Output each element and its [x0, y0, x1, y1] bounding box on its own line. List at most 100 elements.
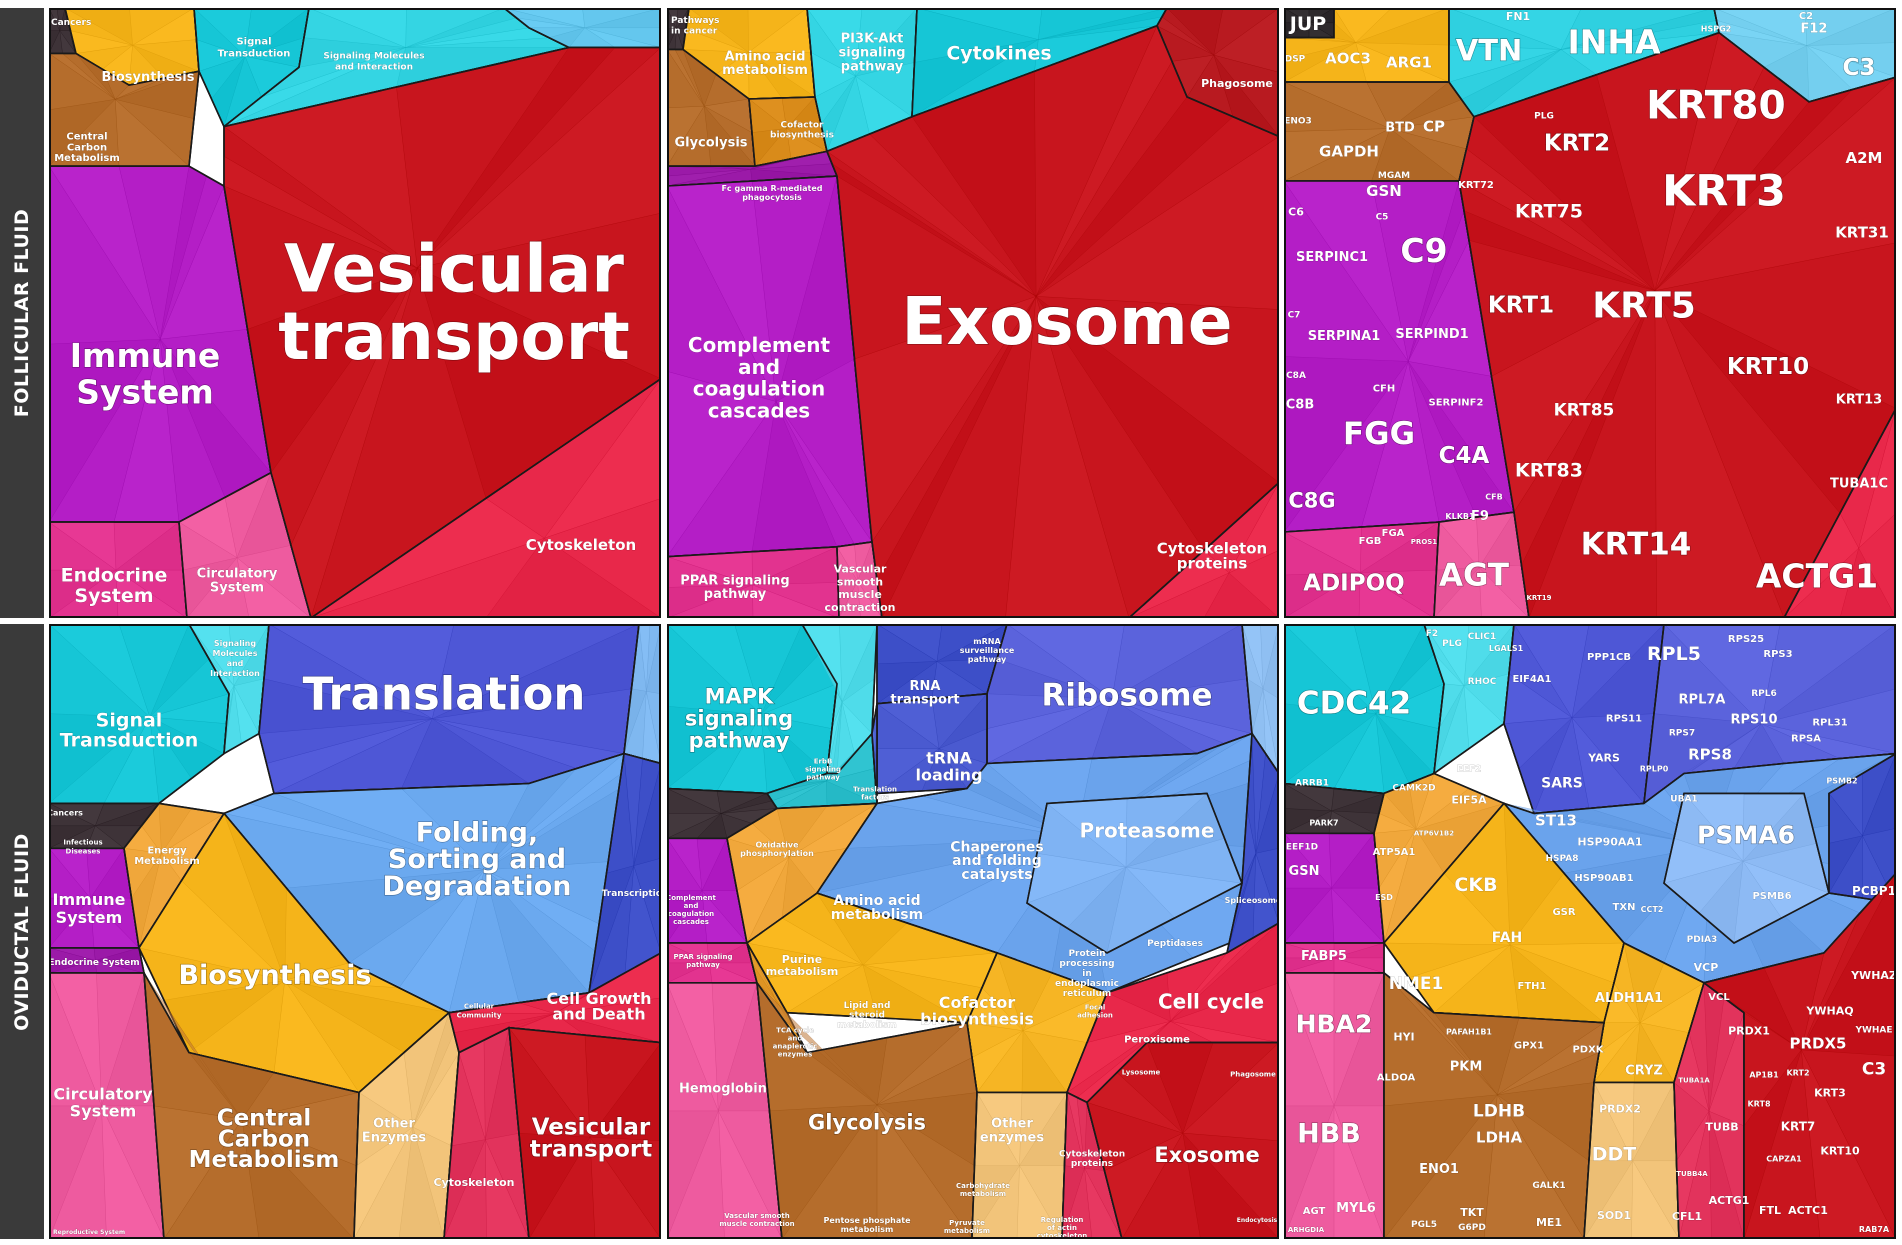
- label-infectious-2: Diseases: [66, 847, 101, 855]
- label-serpina1: SERPINA1: [1308, 329, 1381, 344]
- label-ppar: PPAR signaling: [674, 953, 733, 961]
- subcell-ribosomal-proteins: [1663, 624, 1781, 725]
- label-cell-growth: Cell Growth: [547, 989, 652, 1008]
- panel-of-proteins: F2 PLG CLIC1 LGALS1 PPP1CB RPL5 RPS25 RPS3 RHOC E…: [1284, 624, 1896, 1239]
- label-vesicular-transport: Vesicular: [284, 231, 624, 308]
- label-amino-acid: Amino acid: [833, 893, 920, 909]
- label-rpl6: RPL6: [1751, 689, 1777, 699]
- label-immune: Immune: [53, 890, 126, 909]
- label-fth1: FTH1: [1518, 981, 1547, 992]
- label-f9: F9: [1471, 509, 1489, 524]
- subcell-other-enzymes: [398, 1127, 445, 1239]
- subcell-right-strip: [1241, 624, 1264, 689]
- region-outline-endocrine-system: [49, 521, 188, 618]
- label-krt85: KRT85: [1554, 400, 1615, 420]
- region-outline-adipoq: [1284, 521, 1440, 618]
- label-eef1d: EEF1D: [1286, 842, 1318, 852]
- label-cryz: CRYZ: [1625, 1064, 1663, 1079]
- subcell-signaling-molecules: [188, 624, 235, 687]
- subcell-pathways-in-cancer: [667, 8, 679, 29]
- label-signaling-molecules: Signaling Molecules: [323, 51, 424, 61]
- label-complement: Complement: [667, 894, 717, 902]
- label-yars: YARS: [1587, 752, 1620, 765]
- label-c2: C2: [1799, 11, 1813, 22]
- region-outline-hba2-hbb: [1284, 972, 1385, 1239]
- label-hba2: HBA2: [1296, 1010, 1373, 1039]
- label-protein-processing-3: in: [1082, 969, 1092, 979]
- label-prdx5: PRDX5: [1790, 1035, 1847, 1053]
- label-tca-2: and: [788, 1035, 803, 1043]
- subcell-glycolysis: [667, 105, 705, 167]
- label-inha: INHA: [1567, 23, 1661, 62]
- label-pi3k-akt: PI3K-Akt: [841, 32, 904, 47]
- subcell-adipoq: [1358, 572, 1435, 618]
- label-carbohydrate-2: metabolism: [960, 1190, 1006, 1198]
- subcell-agt: [1478, 566, 1530, 618]
- region-outline-vascular-smooth-muscle: [836, 540, 883, 618]
- region-outline-signaling-molecules: [188, 624, 270, 756]
- label-rab7a: RAB7A: [1859, 1225, 1890, 1234]
- label-amino-acid-2: metabolism: [722, 63, 808, 78]
- subcell-circulatory-system: [236, 557, 312, 618]
- label-c3: C3: [1843, 55, 1876, 81]
- label-eno3: ENO3: [1284, 117, 1312, 127]
- label-gapdh: GAPDH: [1319, 142, 1379, 160]
- label-regulation-3: cytoskeleton: [1037, 1232, 1088, 1239]
- label-serpinc1: SERPINC1: [1296, 250, 1368, 265]
- label-pgl5: PGL5: [1411, 1220, 1437, 1230]
- label-c5: C5: [1376, 213, 1389, 223]
- label-mapk-2: signaling: [685, 707, 793, 731]
- label-lipid: Lipid and: [844, 1001, 891, 1011]
- label-rna-transport: RNA: [910, 679, 941, 694]
- label-ppp1cb: PPP1CB: [1587, 652, 1631, 663]
- subcell-dark-small: [1284, 808, 1332, 834]
- label-cytoskeleton-proteins-2: proteins: [1071, 1159, 1113, 1169]
- label-hspa8: HSPA8: [1545, 854, 1578, 864]
- label-tca-4: enzymes: [778, 1051, 813, 1059]
- region-outline-agt: [1433, 511, 1530, 618]
- label-krt75: KRT75: [1515, 201, 1583, 223]
- label-chaperones-3: catalysts: [961, 867, 1032, 883]
- label-exosome: Exosome: [901, 283, 1232, 360]
- subcell-ppar: [667, 962, 710, 984]
- label-cytoskeleton-proteins-2: proteins: [1177, 555, 1248, 573]
- label-signaling-molecules-2: and Interaction: [335, 62, 413, 72]
- label-sars: SARS: [1541, 776, 1583, 792]
- subcell-cytokines: [916, 8, 1043, 40]
- subcell-keratins: [1654, 76, 1896, 292]
- region-outline-cytoskeleton: [309, 377, 661, 618]
- subcell-phagosome: [1213, 8, 1279, 73]
- subcell-aoc3-arg1: [1333, 8, 1392, 43]
- subcell-biosynthesis: [64, 8, 133, 46]
- label-complement-4: cascades: [708, 398, 810, 422]
- region-outline-cytoskeleton-proteins: [1127, 481, 1279, 618]
- label-adipoq: ADIPOQ: [1303, 570, 1404, 596]
- label-tubb4a: TUBB4A: [1676, 1170, 1708, 1178]
- label-complement: Complement: [688, 333, 831, 357]
- region-outline-transcription: [587, 752, 661, 995]
- panel-of-level2: mRNA surveillance pathway MAPK signaling path…: [667, 624, 1279, 1239]
- label-krt14: KRT14: [1581, 527, 1692, 563]
- subcell-vascular-smooth-muscle: [857, 580, 883, 618]
- label-endocrine-system-2: System: [74, 585, 153, 607]
- subcell-other-enzymes: [1016, 1164, 1063, 1239]
- subcell-red-proteins: [1801, 1049, 1896, 1239]
- label-glycolysis: Glycolysis: [674, 135, 747, 150]
- label-agt: AGT: [1439, 557, 1509, 593]
- subcell-glycolysis: [876, 1104, 973, 1239]
- subcell-gapdh: [1284, 128, 1391, 182]
- label-pros1: PROS1: [1411, 538, 1438, 546]
- label-txn: TXN: [1613, 902, 1636, 913]
- label-pdia3: PDIA3: [1687, 935, 1718, 945]
- label-capza1: CAPZA1: [1766, 1154, 1802, 1163]
- label-amino-acid-2: metabolism: [831, 907, 923, 923]
- subcell-top-right-cyan: [1713, 8, 1808, 46]
- label-vesicular: Vesicular: [532, 1114, 651, 1140]
- subcell-adipoq: [1284, 572, 1361, 618]
- label-pathways-in-cancer-2: in cancer: [671, 27, 718, 37]
- label-tca-3: anaplerotic: [773, 1043, 818, 1051]
- subcell-rna-transport: [876, 624, 943, 662]
- region-outline-ppar-signaling: [667, 545, 840, 618]
- subcell-signal-transduction: [49, 624, 151, 718]
- label-folding: Folding,: [416, 817, 539, 848]
